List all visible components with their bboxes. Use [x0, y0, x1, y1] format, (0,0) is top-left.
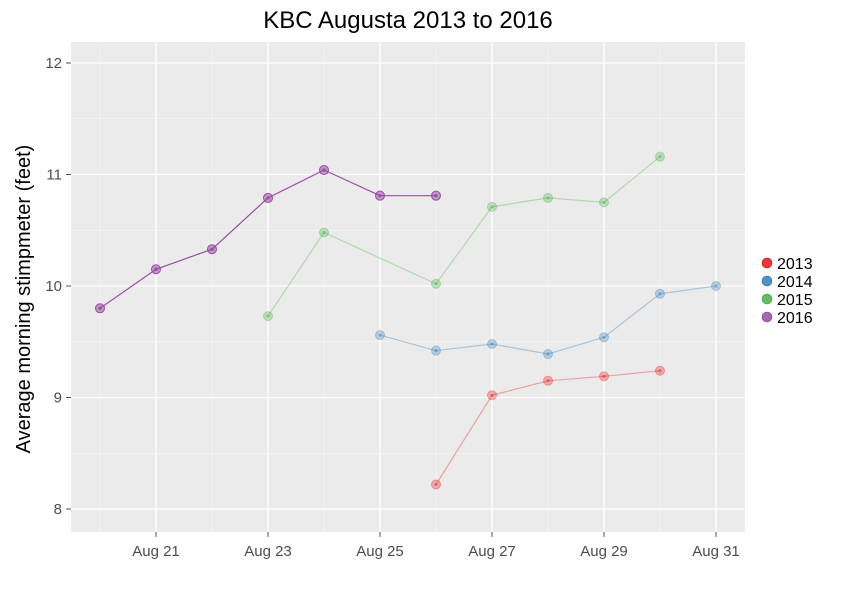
data-point-center-2016 — [434, 194, 438, 198]
data-point-2013 — [543, 375, 553, 386]
series-line-2014 — [379, 285, 717, 355]
y-tick-label: 11 — [46, 167, 62, 184]
x-tick-label: Aug 31 — [692, 543, 740, 560]
data-point-center-2014 — [714, 284, 718, 288]
legend-key-2013 — [761, 257, 773, 269]
x-tick-label: Aug 27 — [468, 543, 516, 560]
data-point-center-2014 — [658, 292, 662, 296]
data-point-2013 — [599, 371, 609, 382]
data-point-2015 — [319, 227, 329, 238]
data-point-center-2015 — [490, 205, 494, 209]
legend-key-2014 — [761, 275, 773, 287]
data-point-center-2015 — [434, 282, 438, 286]
data-point-center-2016 — [98, 306, 102, 310]
data-point-center-2013 — [490, 393, 494, 397]
data-point-2015 — [543, 192, 553, 203]
legend-key-2016 — [761, 311, 773, 323]
data-point-2014 — [431, 345, 441, 356]
plot-layer: 8 9 10 11 12 Aug 21 Aug 23 Aug 25 Aug 27 Aug 29 Au… — [45, 42, 745, 560]
series-2014 — [375, 281, 721, 360]
data-point-center-2013 — [434, 482, 438, 487]
data-point-2014 — [543, 349, 553, 360]
legend-label-2014: 2014 — [777, 274, 813, 291]
series-2015 — [263, 151, 665, 322]
data-point-2013 — [487, 390, 497, 401]
y-tick-label: 10 — [45, 278, 62, 295]
series-line-2013 — [435, 370, 661, 485]
data-point-center-2015 — [266, 314, 270, 318]
data-point-2015 — [487, 201, 497, 212]
legend-label-2015: 2015 — [777, 292, 813, 309]
x-tick-label: Aug 25 — [356, 543, 404, 560]
x-tick-label: Aug 29 — [580, 543, 628, 560]
data-point-center-2015 — [658, 155, 662, 159]
data-point-2014 — [599, 332, 609, 343]
data-point-center-2015 — [546, 196, 550, 200]
plot-panel-background — [71, 42, 745, 532]
y-tick-label: 8 — [54, 501, 62, 518]
y-tick-label: 12 — [45, 55, 62, 72]
data-point-2014 — [487, 338, 497, 349]
data-point-center-2014 — [434, 349, 438, 353]
x-tick-label: Aug 21 — [132, 543, 180, 560]
data-point-2015 — [263, 311, 273, 322]
data-point-2015 — [655, 151, 665, 162]
data-point-center-2016 — [378, 194, 382, 198]
data-point-center-2014 — [546, 352, 550, 356]
data-point-2014 — [655, 288, 665, 299]
data-point-center-2014 — [378, 333, 382, 337]
series-2016 — [95, 165, 441, 314]
data-point-center-2013 — [546, 379, 550, 383]
data-point-center-2013 — [602, 374, 606, 378]
data-point-center-2015 — [322, 230, 326, 235]
series-line-2015 — [267, 156, 661, 317]
data-point-center-2015 — [602, 200, 606, 204]
legend-label-2013: 2013 — [777, 256, 813, 273]
data-point-center-2013 — [658, 369, 662, 373]
grid-lines — [71, 42, 745, 532]
data-point-2014 — [711, 281, 721, 291]
legend-label-2016: 2016 — [777, 310, 813, 327]
axis-ticks: 8 9 10 11 12 Aug 21 Aug 23 Aug 25 Aug 27 Aug 29 Au… — [45, 55, 739, 560]
data-point-2014 — [375, 330, 385, 341]
data-point-2013 — [655, 365, 665, 376]
data-point-center-2016 — [210, 247, 214, 251]
chart-title: KBC Augusta 2013 to 2016 — [263, 7, 553, 34]
data-point-center-2016 — [322, 168, 326, 172]
y-tick-label: 9 — [54, 390, 62, 407]
data-point-center-2016 — [266, 196, 270, 200]
data-point-2015 — [599, 197, 609, 208]
y-axis-label: Average morning stimpmeter (feet) — [13, 145, 35, 454]
series-2013 — [431, 365, 665, 490]
data-point-2013 — [431, 479, 441, 490]
data-point-center-2016 — [154, 267, 158, 271]
x-tick-label: Aug 23 — [244, 543, 292, 560]
data-point-2015 — [431, 278, 441, 289]
legend-key-2015 — [761, 293, 773, 305]
data-point-center-2014 — [490, 342, 494, 346]
data-point-center-2014 — [602, 335, 606, 339]
